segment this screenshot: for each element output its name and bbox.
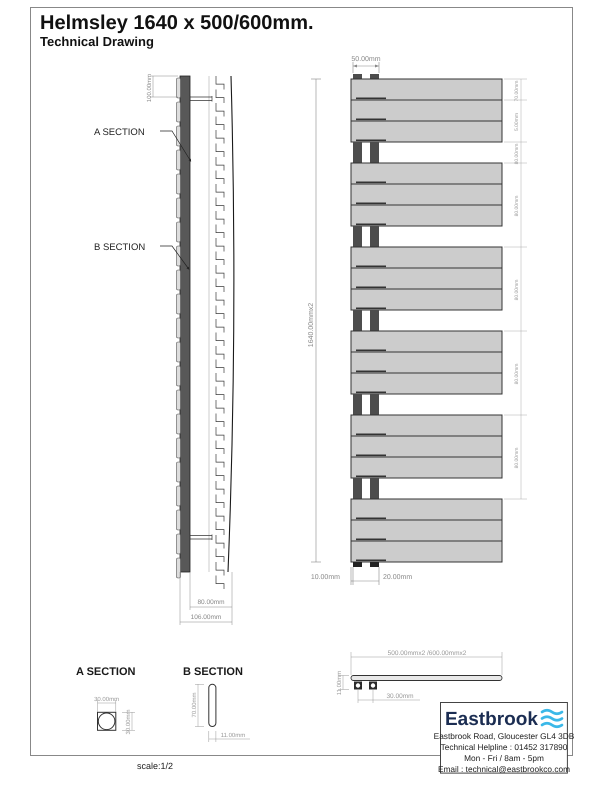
svg-text:5.00mm: 5.00mm [514, 113, 520, 131]
svg-text:80.00mm: 80.00mm [514, 364, 520, 385]
svg-text:1640.00mmx2: 1640.00mmx2 [308, 303, 315, 347]
svg-text:80.00mm: 80.00mm [514, 280, 520, 301]
svg-text:30.00mm: 30.00mm [125, 709, 132, 734]
svg-text:500.00mmx2 /600.00mmx2: 500.00mmx2 /600.00mmx2 [388, 650, 467, 657]
svg-text:100.00mm: 100.00mm [146, 74, 153, 102]
svg-text:B SECTION: B SECTION [183, 666, 243, 678]
svg-text:Mon - Fri / 8am - 5pm: Mon - Fri / 8am - 5pm [464, 753, 544, 763]
svg-text:50.00mm: 50.00mm [351, 56, 380, 63]
svg-text:20.00mm: 20.00mm [383, 574, 412, 581]
svg-text:70.00mm: 70.00mm [191, 692, 198, 717]
svg-text:11.00mm: 11.00mm [336, 671, 343, 696]
svg-text:106.00mm: 106.00mm [191, 614, 222, 621]
svg-text:A SECTION: A SECTION [76, 666, 136, 678]
svg-text:70.00mm: 70.00mm [514, 81, 520, 102]
svg-text:A SECTION: A SECTION [94, 127, 145, 138]
svg-text:Eastbrook: Eastbrook [445, 709, 538, 730]
svg-text:80.00mm: 80.00mm [197, 599, 224, 606]
svg-text:80.00mm: 80.00mm [514, 144, 520, 165]
svg-text:Technical Helpline : 01452 317: Technical Helpline : 01452 317890 [441, 742, 568, 752]
svg-text:30.00mm: 30.00mm [386, 693, 413, 700]
svg-text:80.00mm: 80.00mm [514, 196, 520, 217]
svg-text:10.00mm: 10.00mm [311, 574, 340, 581]
svg-text:80.00mm: 80.00mm [514, 448, 520, 469]
svg-text:Eastbrook Road, Gloucester GL4: Eastbrook Road, Gloucester GL4 3DB [434, 731, 575, 741]
svg-text:11.00mm: 11.00mm [221, 732, 246, 739]
svg-text:Email : technical@eastbrookco.: Email : technical@eastbrookco.com [438, 764, 570, 774]
svg-text:30.00mm: 30.00mm [94, 696, 119, 703]
svg-text:scale:1/2: scale:1/2 [137, 761, 173, 771]
svg-text:B SECTION: B SECTION [94, 242, 145, 253]
